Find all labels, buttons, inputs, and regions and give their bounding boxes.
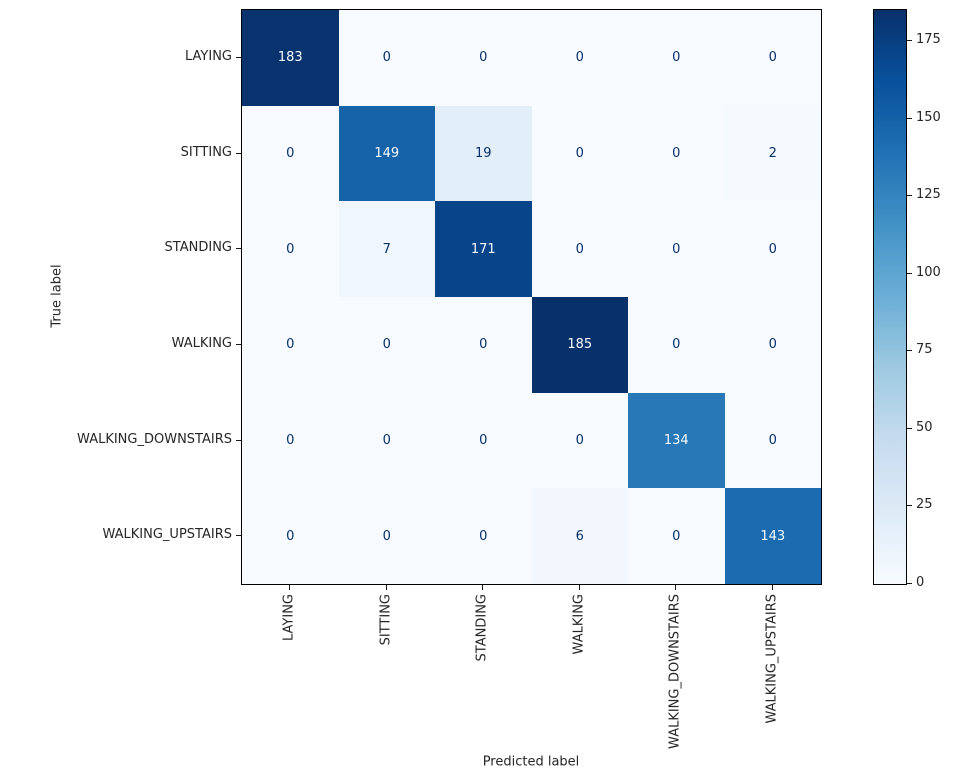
matrix-cell: 19 <box>435 105 532 202</box>
matrix-cell: 0 <box>242 105 339 202</box>
colorbar-tick-mark <box>907 118 912 119</box>
colorbar-tick-label: 0 <box>916 575 925 590</box>
matrix-cell: 0 <box>338 488 435 584</box>
y-tick-mark <box>236 153 241 154</box>
matrix-cell: 0 <box>338 296 435 393</box>
matrix-cell: 0 <box>724 296 821 393</box>
matrix-cell: 143 <box>724 488 821 584</box>
y-tick-label: WALKING_UPSTAIRS <box>102 527 233 542</box>
matrix-cell: 0 <box>242 392 339 489</box>
matrix-cell: 2 <box>724 105 821 202</box>
x-tick-label: WALKING_UPSTAIRS <box>764 594 780 724</box>
matrix-cell: 0 <box>435 296 532 393</box>
colorbar-tick-label: 25 <box>916 497 933 512</box>
matrix-cell: 0 <box>435 488 532 584</box>
x-axis-title: Predicted label <box>482 754 580 770</box>
y-tick-label: LAYING <box>185 49 232 64</box>
matrix-cell: 0 <box>724 392 821 489</box>
matrix-cell: 0 <box>628 488 725 584</box>
y-tick-label: WALKING_DOWNSTAIRS <box>77 432 232 447</box>
matrix-cell: 0 <box>628 201 725 297</box>
matrix-cell: 0 <box>435 392 532 489</box>
x-tick-label: WALKING_DOWNSTAIRS <box>667 594 683 749</box>
matrix-cell: 185 <box>531 296 628 393</box>
matrix-cell: 0 <box>242 201 339 297</box>
x-tick-label: WALKING <box>571 594 587 655</box>
colorbar-tick-mark <box>907 350 912 351</box>
matrix-cell: 0 <box>628 105 725 202</box>
colorbar-tick-label: 100 <box>916 265 941 280</box>
x-tick-mark <box>579 585 580 590</box>
y-axis-title: True label <box>49 264 65 328</box>
x-tick-mark <box>482 585 483 590</box>
matrix-cell: 0 <box>531 392 628 489</box>
colorbar-tick-mark <box>907 583 912 584</box>
y-tick-label: WALKING <box>171 336 232 351</box>
matrix-cell: 134 <box>628 392 725 489</box>
y-tick-label: STANDING <box>164 240 232 255</box>
colorbar-tick-label: 175 <box>916 32 941 47</box>
colorbar-tick-mark <box>907 505 912 506</box>
matrix-cell: 0 <box>338 392 435 489</box>
matrix-cell: 0 <box>338 10 435 106</box>
matrix-cell: 0 <box>242 296 339 393</box>
matrix-cell: 171 <box>435 201 532 297</box>
matrix-cell: 0 <box>531 105 628 202</box>
x-tick-label: SITTING <box>378 594 394 646</box>
matrix-cell: 0 <box>724 201 821 297</box>
colorbar-tick-mark <box>907 40 912 41</box>
matrix-cell: 0 <box>628 10 725 106</box>
matrix-cell: 6 <box>531 488 628 584</box>
y-tick-mark <box>236 440 241 441</box>
x-tick-mark <box>772 585 773 590</box>
y-tick-mark <box>236 344 241 345</box>
x-tick-label: LAYING <box>281 594 297 641</box>
matrix-cell: 0 <box>531 10 628 106</box>
colorbar-tick-label: 75 <box>916 342 933 357</box>
x-tick-label: STANDING <box>474 594 490 662</box>
colorbar-tick-label: 150 <box>916 110 941 125</box>
matrix-cell: 0 <box>435 10 532 106</box>
heatmap-grid: 183 0 0 0 0 0 0 149 19 0 0 2 0 7 171 0 0 0 0 0 0 185 0 0 0 0 0 0 134… <box>242 10 821 584</box>
colorbar-tick-label: 125 <box>916 187 941 202</box>
y-tick-mark <box>236 57 241 58</box>
colorbar-tick-mark <box>907 428 912 429</box>
matrix-cell: 0 <box>531 201 628 297</box>
matrix-cell: 183 <box>242 10 339 106</box>
x-tick-mark <box>289 585 290 590</box>
matrix-cell: 0 <box>724 10 821 106</box>
y-tick-mark <box>236 248 241 249</box>
colorbar-tick-mark <box>907 273 912 274</box>
x-tick-mark <box>386 585 387 590</box>
matrix-cell: 0 <box>628 296 725 393</box>
matrix-cell: 149 <box>338 105 435 202</box>
matrix-cell: 7 <box>338 201 435 297</box>
colorbar-tick-label: 50 <box>916 420 933 435</box>
colorbar <box>873 9 907 585</box>
colorbar-tick-mark <box>907 195 912 196</box>
heatmap-plot-area: 183 0 0 0 0 0 0 149 19 0 0 2 0 7 171 0 0 0 0 0 0 185 0 0 0 0 0 0 134… <box>241 9 822 585</box>
x-tick-mark <box>675 585 676 590</box>
y-tick-label: SITTING <box>180 145 232 160</box>
y-tick-mark <box>236 535 241 536</box>
matrix-cell: 0 <box>242 488 339 584</box>
